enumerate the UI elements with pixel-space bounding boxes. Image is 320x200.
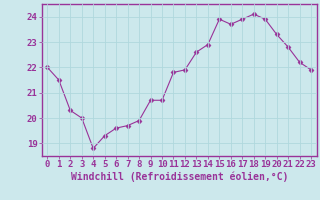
X-axis label: Windchill (Refroidissement éolien,°C): Windchill (Refroidissement éolien,°C) — [70, 172, 288, 182]
